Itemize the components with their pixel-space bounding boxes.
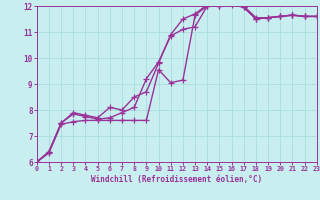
X-axis label: Windchill (Refroidissement éolien,°C): Windchill (Refroidissement éolien,°C) [91, 175, 262, 184]
